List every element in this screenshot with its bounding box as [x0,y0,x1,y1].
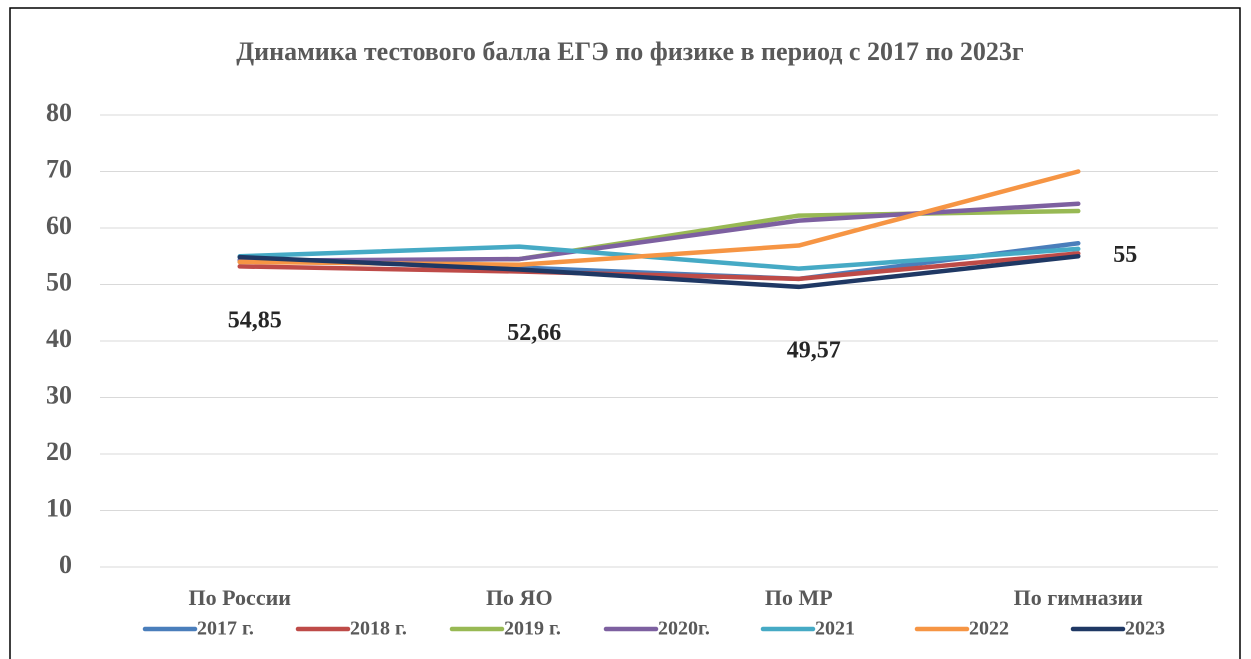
y-tick-label: 0 [59,550,72,579]
y-tick-label: 10 [46,493,72,522]
series-line [237,254,1081,290]
data-label: 52,66 [507,320,561,346]
y-tick-label: 20 [46,437,72,466]
legend-label: 2019 г. [504,618,561,640]
series-line [237,201,1081,264]
y-tick-label: 40 [46,324,72,353]
x-tick-label: По России [189,585,292,610]
y-tick-label: 80 [46,98,72,127]
legend-label: 2020г. [658,618,710,640]
legend-label: 2022 [969,618,1009,640]
y-tick-label: 70 [46,154,72,183]
y-tick-label: 50 [46,267,72,296]
y-tick-label: 60 [46,211,72,240]
series-line [237,244,1081,271]
x-tick-label: По гимназии [1014,585,1143,610]
series-line [237,251,1081,282]
x-tick-label: По МР [765,585,833,610]
y-tick-label: 30 [46,380,72,409]
data-label: 49,57 [787,337,841,363]
chart-border [9,7,1241,659]
legend-label: 2018 г. [350,618,407,640]
legend-label: 2017 г. [197,618,254,640]
chart-title: Динамика тестового балла ЕГЭ по физике в… [236,37,1024,66]
legend-label: 2023 [1125,618,1165,640]
data-label: 54,85 [228,308,282,334]
x-tick-label: По ЯО [486,585,553,610]
data-label: 55 [1113,242,1137,268]
legend-label: 2021 [815,618,855,640]
